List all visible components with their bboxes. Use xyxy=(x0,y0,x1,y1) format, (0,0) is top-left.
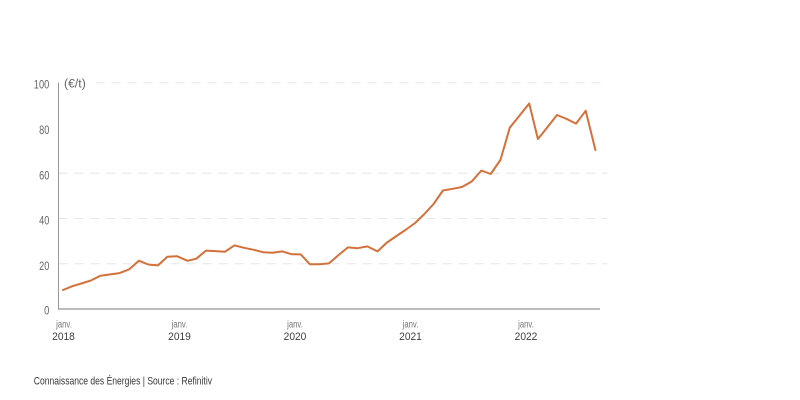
svg-text:janv.: janv. xyxy=(55,320,71,331)
svg-text:100: 100 xyxy=(34,77,50,91)
svg-text:janv.: janv. xyxy=(517,320,533,331)
svg-text:0: 0 xyxy=(44,303,49,317)
svg-text:60: 60 xyxy=(39,168,49,182)
svg-text:janv.: janv. xyxy=(402,320,418,331)
svg-text:Connaissance des Énergies | So: Connaissance des Énergies | Source : Ref… xyxy=(34,374,213,387)
svg-text:2019: 2019 xyxy=(168,331,191,343)
svg-text:20: 20 xyxy=(39,259,49,273)
svg-text:2018: 2018 xyxy=(52,331,75,343)
svg-text:2020: 2020 xyxy=(284,331,307,343)
svg-text:40: 40 xyxy=(39,214,49,228)
svg-text:(€/t): (€/t) xyxy=(64,79,86,91)
svg-text:janv.: janv. xyxy=(286,320,302,331)
svg-text:2021: 2021 xyxy=(399,331,422,343)
svg-text:80: 80 xyxy=(39,123,49,137)
svg-text:janv.: janv. xyxy=(171,320,187,331)
svg-text:2022: 2022 xyxy=(515,331,538,343)
